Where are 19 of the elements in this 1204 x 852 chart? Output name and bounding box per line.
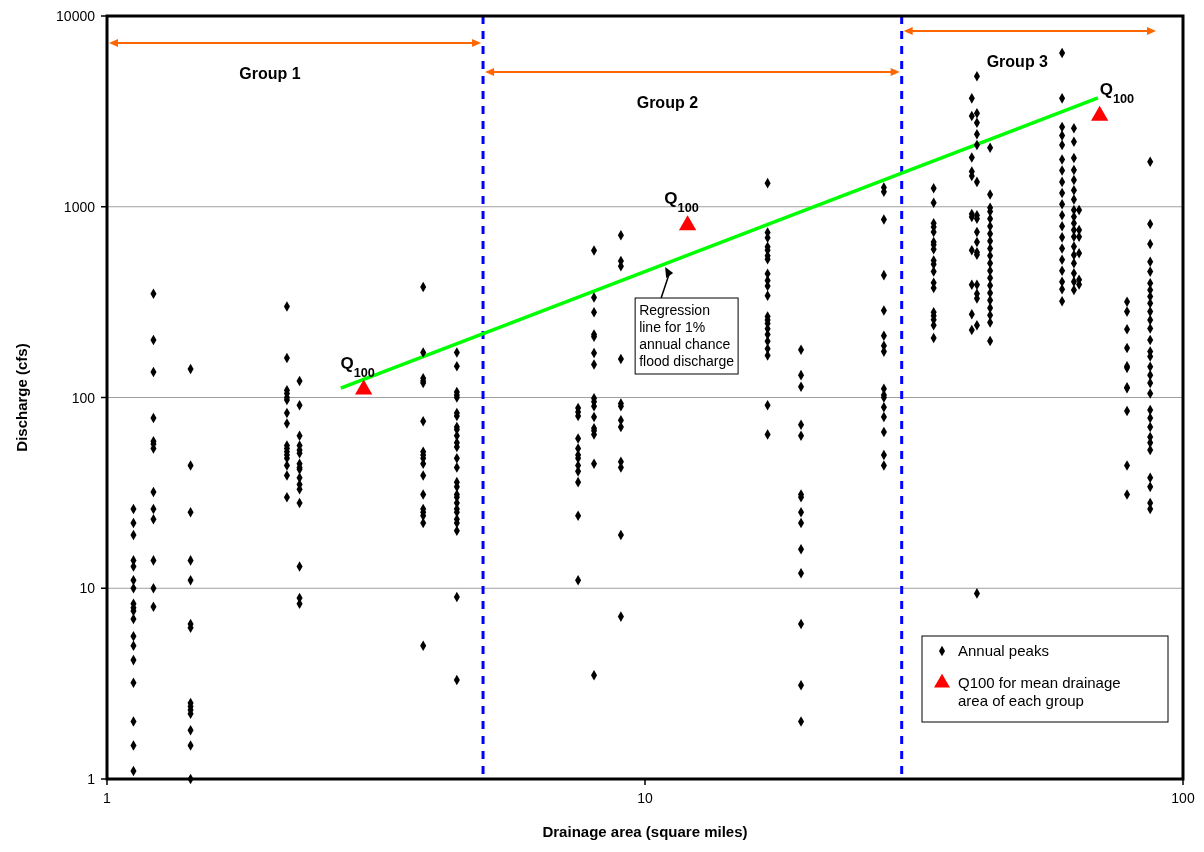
annotation: Q$_{100}$ — [340, 353, 375, 380]
annotation: Group 2 — [636, 94, 699, 111]
legend-label: Annual peaks — [958, 642, 1049, 659]
annotation: Q$_{100}$ — [664, 189, 699, 215]
x-tick-label: 10 — [637, 790, 653, 806]
y-tick-label: 10000 — [56, 8, 96, 24]
y-tick-label: 1000 — [63, 198, 96, 215]
annotation: Group 1 — [239, 65, 301, 82]
annotation: Group 3 — [986, 53, 1049, 70]
y-axis-title: Discharge (cfs) — [13, 343, 30, 452]
legend-label: Q100 for mean drainage area of each group — [958, 674, 1121, 709]
y-tick-label: 1 — [87, 771, 96, 787]
annotation: Regression line for 1% annual chance flood discharge — [639, 302, 735, 369]
x-tick-label: 1 — [103, 790, 112, 806]
y-tick-label: 10 — [79, 580, 96, 597]
y-tick-label: 100 — [71, 389, 96, 406]
x-axis-title: Drainage area (square miles) — [542, 823, 748, 840]
annotation: Q$_{100}$ — [1099, 79, 1135, 106]
x-tick-label: 100 — [1171, 790, 1195, 806]
